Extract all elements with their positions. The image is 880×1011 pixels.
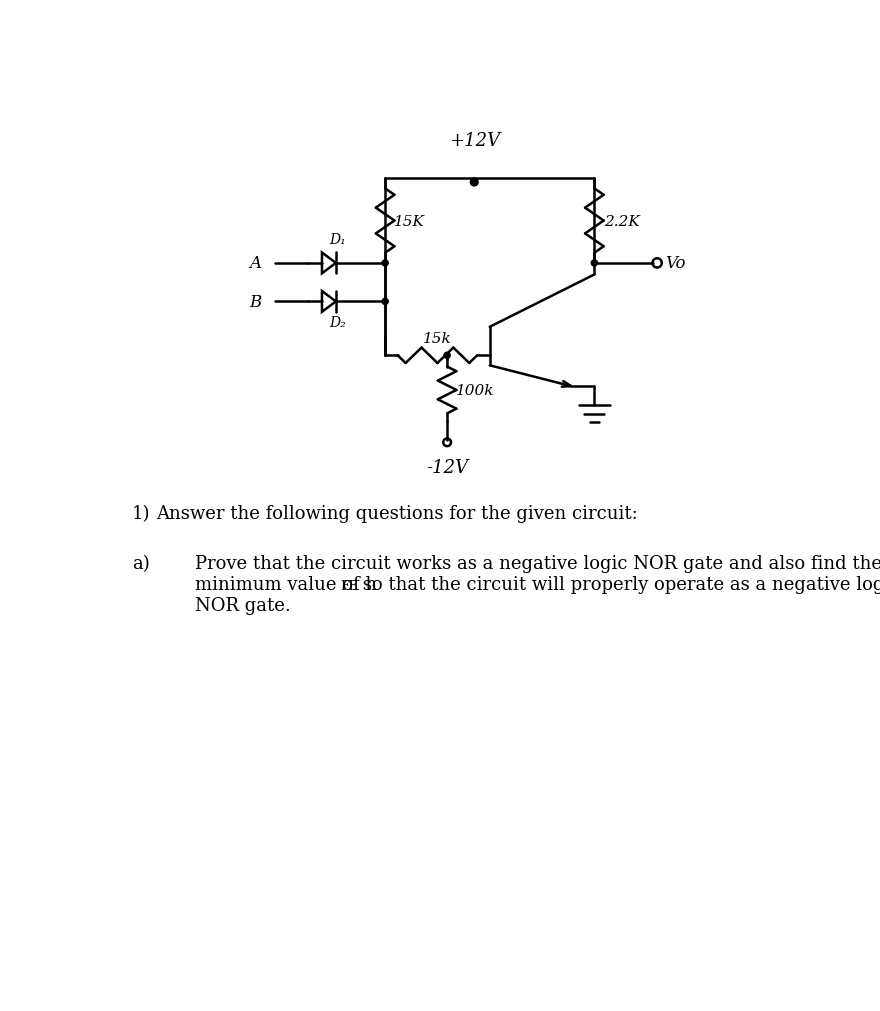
- Text: a): a): [132, 554, 150, 572]
- Text: Prove that the circuit works as a negative logic NOR gate and also find the: Prove that the circuit works as a negati…: [195, 554, 880, 572]
- Circle shape: [471, 179, 478, 187]
- Text: 15K: 15K: [394, 214, 425, 228]
- Text: 100k: 100k: [457, 383, 495, 397]
- Text: Answer the following questions for the given circuit:: Answer the following questions for the g…: [157, 504, 638, 523]
- Text: FE: FE: [341, 579, 358, 592]
- Text: +12V: +12V: [449, 131, 500, 150]
- Text: NOR gate.: NOR gate.: [195, 595, 291, 614]
- Text: Vo: Vo: [665, 255, 686, 272]
- Text: 15k: 15k: [423, 332, 451, 345]
- Text: so that the circuit will properly operate as a negative logic: so that the circuit will properly operat…: [357, 575, 880, 593]
- Text: 2.2K: 2.2K: [604, 214, 640, 228]
- Text: -12V: -12V: [426, 458, 468, 476]
- Text: D₂: D₂: [330, 315, 347, 330]
- Text: A: A: [249, 255, 261, 272]
- Circle shape: [591, 261, 598, 267]
- Text: 1): 1): [132, 504, 150, 523]
- Text: D₁: D₁: [330, 233, 347, 247]
- Circle shape: [382, 299, 388, 305]
- Text: B: B: [249, 293, 261, 310]
- Circle shape: [444, 353, 451, 359]
- Text: minimum value of h: minimum value of h: [195, 575, 378, 593]
- Circle shape: [382, 261, 388, 267]
